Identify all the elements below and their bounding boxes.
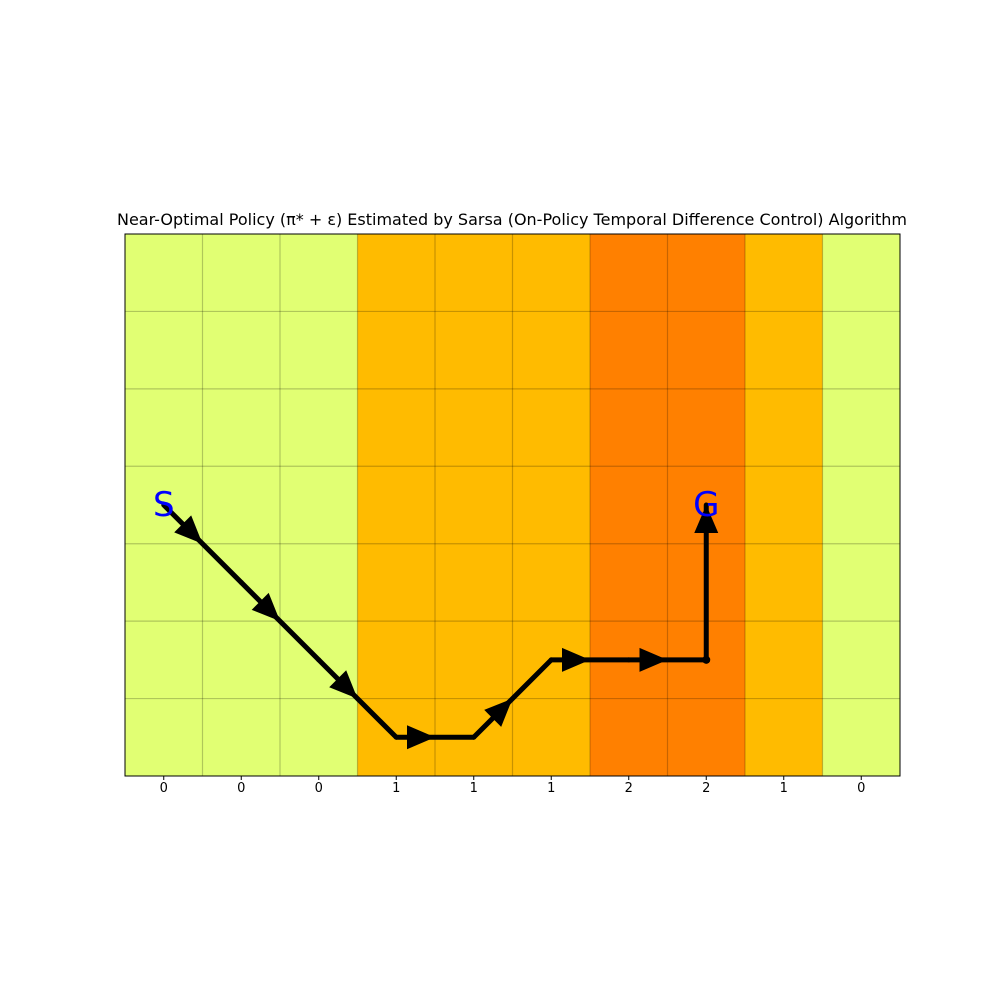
goal-marker: G bbox=[693, 485, 719, 525]
policy-arrowhead bbox=[251, 592, 280, 622]
x-tick-label: 0 bbox=[315, 781, 323, 796]
plot-frame bbox=[124, 233, 901, 777]
heatmap-cells bbox=[125, 234, 901, 776]
policy-arrowhead bbox=[484, 698, 513, 727]
policy-path-node bbox=[702, 655, 711, 664]
start-marker: S bbox=[153, 485, 175, 525]
heatmap-column-8 bbox=[745, 234, 823, 776]
policy-arrowhead bbox=[562, 647, 590, 672]
x-tick-label: 0 bbox=[237, 781, 245, 796]
gridlines bbox=[125, 234, 900, 776]
heatmap-column-1 bbox=[202, 234, 281, 776]
x-axis-ticks: 0 0 0 1 1 1 2 2 1 0 bbox=[160, 776, 865, 796]
x-tick-label: 2 bbox=[625, 781, 633, 796]
heatmap-column-2 bbox=[280, 234, 358, 776]
policy-arrowhead bbox=[174, 515, 203, 544]
heatmap-column-3 bbox=[357, 234, 436, 776]
heatmap-column-6 bbox=[590, 234, 668, 776]
policy-arrowhead bbox=[639, 647, 668, 672]
heatmap-column-5 bbox=[512, 234, 591, 776]
x-tick-label: 1 bbox=[780, 781, 788, 796]
x-tick-label: 0 bbox=[857, 781, 865, 796]
x-tick-label: 1 bbox=[547, 781, 555, 796]
policy-path-segment bbox=[238, 579, 322, 663]
x-tick-label: 0 bbox=[160, 781, 168, 796]
x-tick-label: 2 bbox=[702, 781, 710, 796]
x-tick-label: 1 bbox=[392, 781, 400, 796]
heatmap-column-4 bbox=[435, 234, 513, 776]
x-tick-label: 1 bbox=[470, 781, 478, 796]
chart-title: Near-Optimal Policy (π* + ε) Estimated b… bbox=[117, 210, 907, 229]
heatmap-column-9 bbox=[822, 234, 901, 776]
policy-arrowhead bbox=[407, 725, 435, 750]
policy-path bbox=[161, 502, 719, 750]
policy-arrowhead bbox=[694, 505, 719, 533]
policy-arrowhead bbox=[329, 670, 358, 699]
